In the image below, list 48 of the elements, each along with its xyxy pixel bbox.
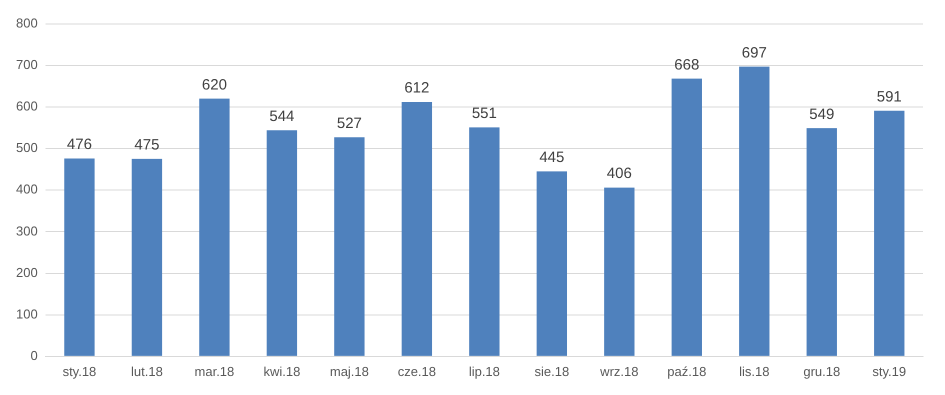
bar (64, 158, 95, 356)
bar (469, 127, 500, 356)
y-tick-label: 600 (16, 98, 38, 114)
x-tick-label: lip.18 (468, 364, 500, 379)
y-tick-label: 0 (30, 348, 38, 363)
data-label: 406 (606, 165, 632, 182)
bar (199, 98, 230, 356)
x-tick-label: maj.18 (330, 364, 369, 379)
bar (334, 137, 365, 356)
bar (806, 128, 837, 356)
data-label: 697 (742, 44, 767, 62)
bar (266, 130, 298, 356)
y-tick-label: 400 (16, 182, 38, 197)
x-tick-label: cze.18 (398, 364, 436, 379)
data-label: 476 (66, 136, 92, 154)
data-label: 544 (269, 108, 294, 125)
y-tick-label: 700 (16, 56, 38, 72)
data-label: 475 (134, 136, 160, 154)
data-label: 591 (876, 88, 902, 106)
bar (132, 158, 162, 356)
x-tick-label: lut.18 (131, 364, 163, 379)
x-tick-label: wrz.18 (599, 364, 638, 379)
bar (739, 66, 770, 356)
data-label: 551 (472, 104, 497, 122)
x-tick-label: sie.18 (534, 364, 570, 379)
data-label: 527 (336, 114, 362, 132)
y-tick-label: 300 (16, 223, 38, 238)
bar (402, 102, 432, 356)
data-label: 612 (404, 80, 430, 97)
x-tick-label: sty.18 (62, 364, 96, 379)
y-tick-label: 100 (16, 306, 38, 322)
bar (604, 188, 634, 356)
data-label: 549 (809, 106, 834, 123)
x-tick-label: kwi.18 (263, 364, 300, 379)
x-tick-label: mar.18 (194, 364, 234, 379)
x-tick-label: gru.18 (803, 364, 840, 379)
y-tick-label: 800 (16, 15, 38, 30)
bar (672, 78, 702, 356)
data-label: 668 (674, 56, 700, 74)
x-tick-label: lis.18 (739, 364, 770, 379)
bar (536, 171, 568, 356)
bar (874, 110, 904, 356)
y-tick-label: 500 (16, 140, 38, 156)
x-tick-label: sty.19 (872, 364, 906, 379)
data-label: 445 (539, 149, 564, 166)
y-tick-label: 200 (16, 264, 38, 280)
data-label: 620 (202, 76, 227, 94)
x-tick-label: paź.18 (667, 364, 706, 379)
